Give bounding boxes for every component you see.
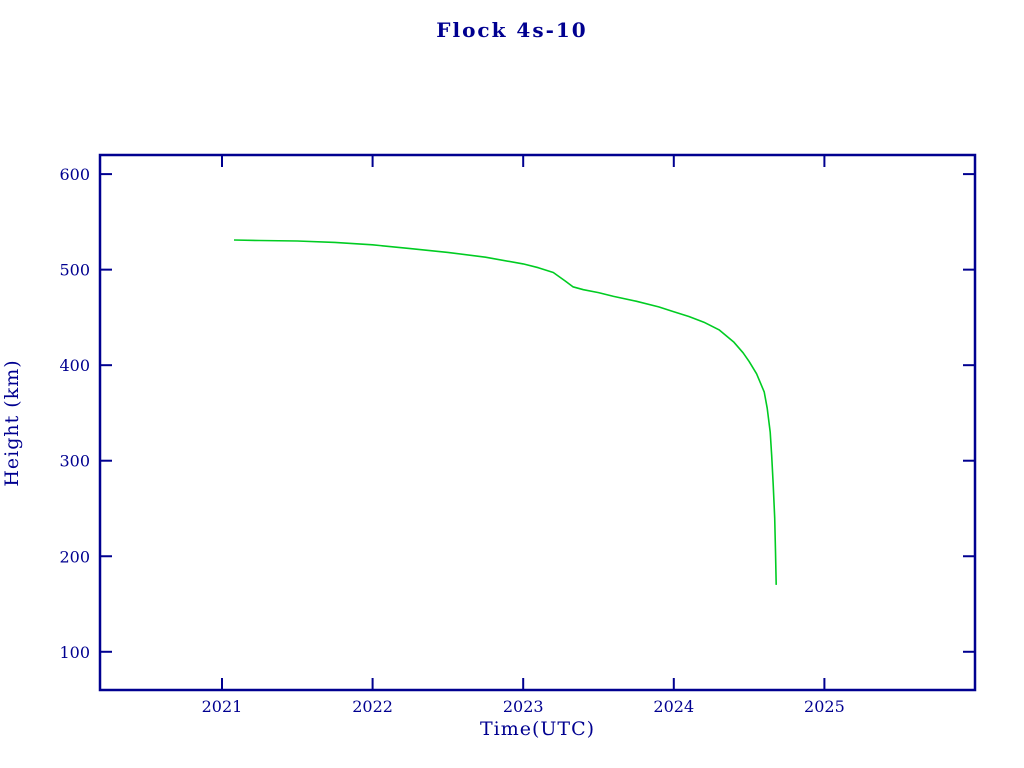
y-axis-label: Height (km) bbox=[1, 359, 23, 487]
data-line-height bbox=[233, 239, 777, 585]
x-axis-label: Time(UTC) bbox=[479, 718, 596, 740]
y-tick-label: 100 bbox=[59, 643, 90, 662]
y-tick-label: 600 bbox=[59, 165, 90, 184]
x-tick-label: 2025 bbox=[804, 697, 845, 716]
x-tick-label: 2022 bbox=[352, 697, 393, 716]
y-tick-label: 400 bbox=[59, 356, 90, 375]
y-tick-label: 500 bbox=[59, 261, 90, 280]
chart-title: Flock 4s-10 bbox=[436, 18, 588, 42]
x-tick-label: 2024 bbox=[653, 697, 694, 716]
x-tick-label: 2021 bbox=[202, 697, 243, 716]
y-tick-label: 200 bbox=[59, 547, 90, 566]
y-tick-label: 300 bbox=[59, 452, 90, 471]
x-tick-label: 2023 bbox=[503, 697, 544, 716]
axes-frame bbox=[98, 153, 977, 692]
